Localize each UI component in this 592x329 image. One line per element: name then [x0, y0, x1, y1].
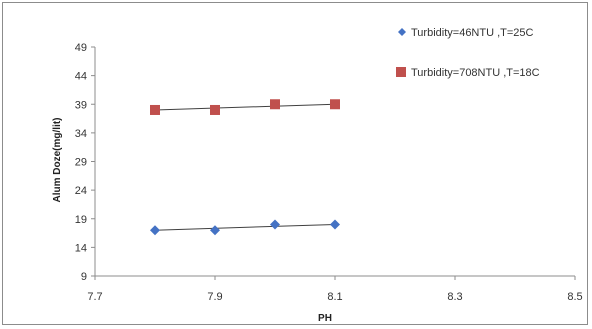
series-2 [150, 99, 340, 115]
legend-label-series-1: Turbidity=46NTU ,T=25C [411, 27, 534, 39]
x-tick-label: 7.9 [207, 291, 222, 303]
plot-area [150, 99, 340, 236]
data-point-diamond [210, 225, 220, 236]
x-tick-label: 8.1 [327, 291, 342, 303]
y-tick-label: 44 [75, 71, 87, 83]
legend-marker-diamond [398, 28, 406, 36]
x-tick-label: 8.3 [447, 291, 462, 303]
legend-item-series-2: Turbidity=708NTU ,T=18C [396, 67, 540, 79]
data-point-square [210, 104, 220, 115]
series-1 [150, 219, 340, 236]
legend-label-series-2: Turbidity=708NTU ,T=18C [411, 67, 540, 79]
trendline [154, 223, 336, 231]
data-point-square [270, 99, 280, 110]
y-tick-label: 39 [75, 99, 87, 111]
data-point-diamond [150, 225, 160, 236]
legend-item-series-1: Turbidity=46NTU ,T=25C [398, 27, 534, 39]
legend: Turbidity=46NTU ,T=25C Turbidity=708NTU … [396, 27, 540, 79]
y-tick-label: 34 [75, 128, 87, 140]
y-tick-label: 49 [75, 42, 87, 54]
legend-marker-square [396, 67, 406, 77]
y-tick-label: 29 [75, 157, 87, 169]
y-tick-label: 14 [75, 242, 87, 254]
chart-frame [2, 2, 588, 325]
y-axis-title: Alum Doze(mg/lit) [52, 118, 63, 203]
x-axis: 7.7 7.9 8.1 8.3 8.5 [87, 275, 583, 303]
x-tick-label: 7.7 [87, 291, 102, 303]
x-tick-label: 8.5 [567, 291, 582, 303]
data-point-diamond [270, 219, 280, 230]
y-tick-label: 9 [81, 271, 87, 283]
trendline [154, 103, 336, 111]
x-axis-title: PH [318, 313, 332, 324]
y-tick-label: 19 [75, 214, 87, 226]
y-tick-label: 24 [75, 185, 87, 197]
y-axis: 9 14 19 24 29 34 39 44 49 [75, 42, 96, 283]
data-point-diamond [330, 219, 340, 230]
data-point-square [330, 99, 340, 110]
data-point-square [150, 104, 160, 115]
